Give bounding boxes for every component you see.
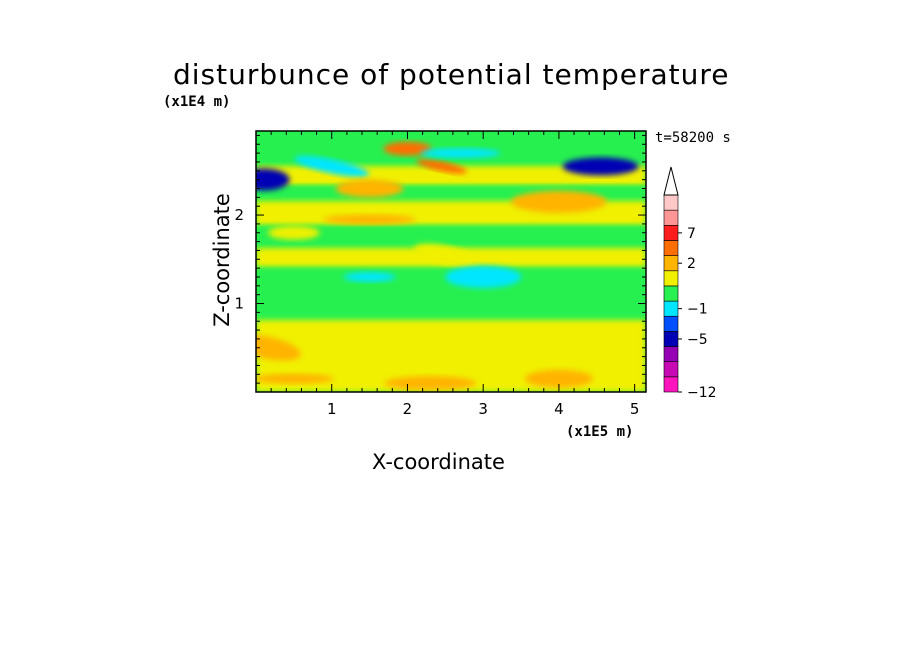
colorbar: 7 2 −1 −5 −12 [663,166,717,401]
colorbar-cell [663,346,679,362]
x-tick-label: 1 [327,400,337,418]
field-feature [416,159,467,174]
colorbar-label: −5 [687,332,708,348]
chart-title: disturbunce of potential temperature [173,58,730,91]
colorbar-cell [663,361,679,378]
x-tick-label: 5 [630,400,640,418]
colorbar-label: 2 [687,256,696,272]
field-feature [445,347,522,366]
colorbar-cell [663,209,679,226]
colorbar-cell [663,225,679,241]
colorbar-label: 7 [687,226,696,242]
colorbar-extend-arrow [663,166,679,196]
field-feature [510,190,607,213]
field-feature [413,243,477,266]
y-unit-label: (x1E4 m) [163,94,231,110]
field-feature [294,155,369,177]
colorbar-cell [663,240,679,256]
x-tick-label: 4 [554,400,564,418]
x-axis-label: X-coordinate [372,450,505,474]
axes: 1 2 3 4 5 1 2 [234,130,647,418]
field-feature [267,225,320,240]
colorbar-cell [663,376,679,393]
field-feature [256,168,290,191]
y-tick-label: 1 [234,295,244,313]
field-feature [343,271,396,282]
field-feature [384,376,477,391]
field-feature [445,265,522,288]
y-tick-label: 2 [234,206,244,224]
colorbar-cell [663,194,679,211]
colorbar-cell [663,300,679,317]
field-feature [383,141,432,156]
heatmap-field [256,131,646,392]
field-feature [335,179,404,198]
field-band [256,226,646,248]
colorbar-cell [663,270,679,287]
field-feature [562,157,639,176]
colorbar-cell [663,255,679,272]
colorbar-cell [663,331,679,347]
field-feature [256,373,334,384]
x-tick-label: 3 [478,400,488,418]
field-feature [524,369,593,388]
time-annotation: t=58200 s [655,130,731,146]
colorbar-label: −12 [687,385,717,401]
x-tick-label: 2 [403,400,413,418]
field-feature [420,148,501,159]
field-feature [323,214,416,225]
field-feature [413,331,478,346]
colorbar-cell [663,285,679,302]
field-feature [256,334,301,361]
x-unit-label: (x1E5 m) [566,424,634,440]
plot-frame [255,130,647,393]
colorbar-cell [663,315,679,332]
colorbar-label: −1 [687,302,708,318]
